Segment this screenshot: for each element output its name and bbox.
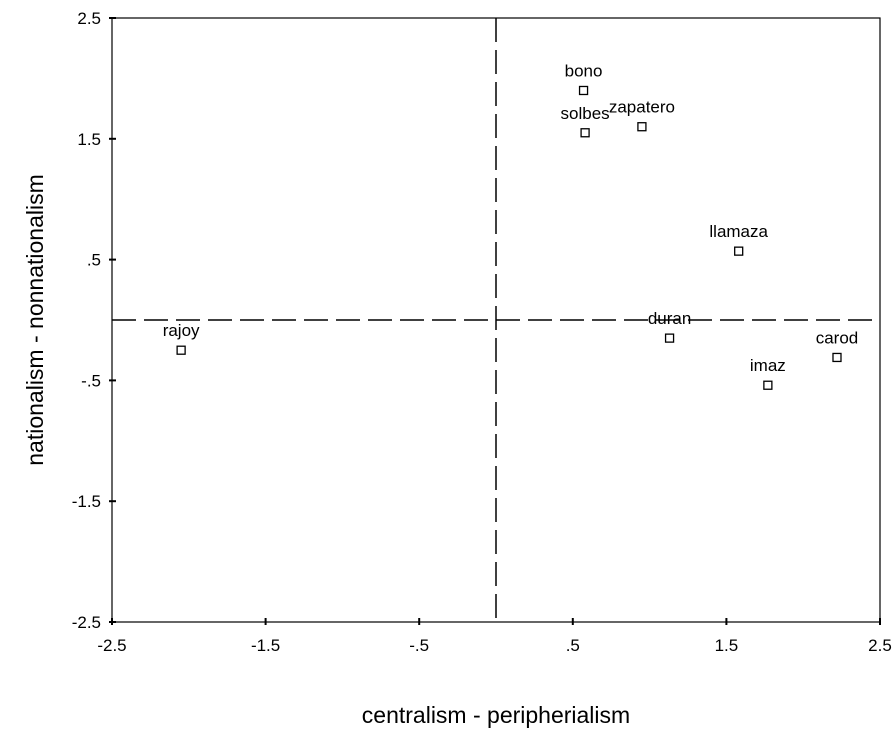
point-marker bbox=[763, 380, 773, 390]
data-points: bono solbes zapatero llamaza duran carod imaz r… bbox=[163, 61, 859, 390]
point-label: solbes bbox=[561, 104, 610, 123]
point-marker bbox=[637, 122, 647, 132]
x-tick-label: -.5 bbox=[409, 636, 429, 655]
y-tick-label: 2.5 bbox=[77, 9, 101, 28]
point-marker bbox=[832, 352, 842, 363]
point-label: rajoy bbox=[163, 321, 200, 340]
x-tick-label: -2.5 bbox=[97, 636, 126, 655]
point-label: duran bbox=[648, 309, 691, 328]
y-tick-label: 1.5 bbox=[77, 130, 101, 149]
x-axis-label: centralism - peripherialism bbox=[362, 702, 630, 728]
point-marker bbox=[176, 345, 186, 355]
point-label: imaz bbox=[750, 356, 786, 375]
y-tick-label: .5 bbox=[87, 251, 101, 270]
x-tick-label: .5 bbox=[566, 636, 580, 655]
x-tick-label: 2.5 bbox=[868, 636, 892, 655]
point-label: llamaza bbox=[709, 222, 768, 241]
x-axis: -2.5 -1.5 -.5 .5 1.5 2.5 bbox=[97, 618, 892, 655]
y-tick-label: -1.5 bbox=[72, 492, 101, 511]
x-tick-label: 1.5 bbox=[715, 636, 739, 655]
y-axis-label: nationalism - nonnationalism bbox=[22, 174, 48, 466]
point-label: carod bbox=[816, 328, 859, 347]
y-tick-label: -2.5 bbox=[72, 613, 101, 632]
point-marker bbox=[734, 246, 744, 256]
x-tick-label: -1.5 bbox=[251, 636, 280, 655]
point-marker bbox=[580, 128, 590, 138]
reference-lines bbox=[112, 18, 880, 622]
point-marker bbox=[664, 333, 675, 343]
point-marker bbox=[578, 85, 589, 96]
y-tick-label: -.5 bbox=[81, 371, 101, 390]
point-label: zapatero bbox=[609, 98, 675, 117]
y-axis: 2.5 1.5 .5 -.5 -1.5 -2.5 bbox=[72, 9, 116, 632]
point-label: bono bbox=[565, 61, 603, 80]
